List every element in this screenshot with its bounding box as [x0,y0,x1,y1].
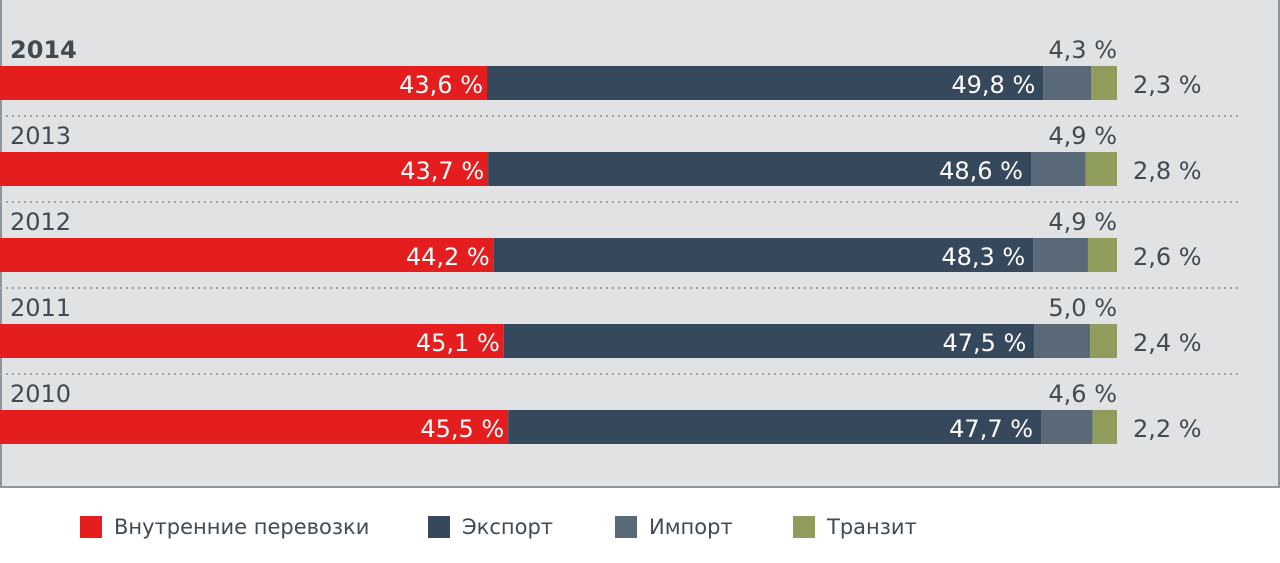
category-label: 2014 [10,36,77,64]
legend-item-import: Импорт [615,515,733,539]
data-label-transit: 2,8 % [1133,157,1202,185]
legend-swatch-transit [793,516,815,538]
bar-domestic [0,152,489,186]
category-label: 2011 [10,294,71,322]
bar-transit [1092,410,1117,444]
bar-domestic [0,410,509,444]
bar-export [487,66,1044,100]
data-label-export: 47,7 % [949,415,1033,443]
bar-transit [1090,324,1117,358]
chart-legend: Внутренние перевозки Экспорт Импорт Тран… [0,488,1280,563]
legend-label-transit: Транзит [827,515,917,539]
data-label-domestic: 43,6 % [399,71,483,99]
category-label: 2010 [10,380,71,408]
bar-export [493,238,1034,272]
legend-label-domestic: Внутренние перевозки [114,515,370,539]
bar-import [1043,66,1092,100]
bar-domestic [0,238,494,272]
data-label-import: 4,6 % [1048,380,1117,408]
legend-swatch-domestic [80,516,102,538]
data-label-import: 5,0 % [1048,294,1117,322]
legend-item-export: Экспорт [428,515,553,539]
legend-swatch-export [428,516,450,538]
data-label-import: 4,9 % [1048,208,1117,236]
category-label: 2013 [10,122,71,150]
data-label-export: 48,3 % [941,243,1025,271]
bar-import [1034,324,1091,358]
bar-export [503,324,1035,358]
legend-label-export: Экспорт [462,515,554,539]
legend-swatch-import [615,516,637,538]
bar-transit [1087,238,1117,272]
category-label: 2012 [10,208,71,236]
data-label-domestic: 44,2 % [406,243,490,271]
legend-item-transit: Транзит [793,515,917,539]
legend-label-import: Импорт [649,515,733,539]
data-label-export: 48,6 % [939,157,1023,185]
data-label-domestic: 43,7 % [400,157,484,185]
bar-export [488,152,1031,186]
bar-transit [1091,66,1117,100]
data-label-import: 4,9 % [1048,122,1117,150]
data-label-export: 49,8 % [951,71,1035,99]
bar-transit [1085,152,1117,186]
chart-plot-area: 2014 43,6 % 49,8 % 4,3 % 2,3 % 2013 43,7 % 48,6… [0,0,1280,488]
bar-import [1033,238,1088,272]
bar-import [1041,410,1093,444]
bar-domestic [0,66,488,100]
bar-export [508,410,1042,444]
data-label-import: 4,3 % [1048,36,1117,64]
data-label-export: 47,5 % [942,329,1026,357]
data-label-domestic: 45,5 % [420,415,504,443]
data-label-domestic: 45,1 % [416,329,500,357]
data-label-transit: 2,3 % [1133,71,1202,99]
bar-domestic [0,324,504,358]
bar-import [1030,152,1086,186]
legend-item-domestic: Внутренние перевозки [80,515,369,539]
data-label-transit: 2,4 % [1133,329,1202,357]
data-label-transit: 2,2 % [1133,415,1202,443]
data-label-transit: 2,6 % [1133,243,1202,271]
